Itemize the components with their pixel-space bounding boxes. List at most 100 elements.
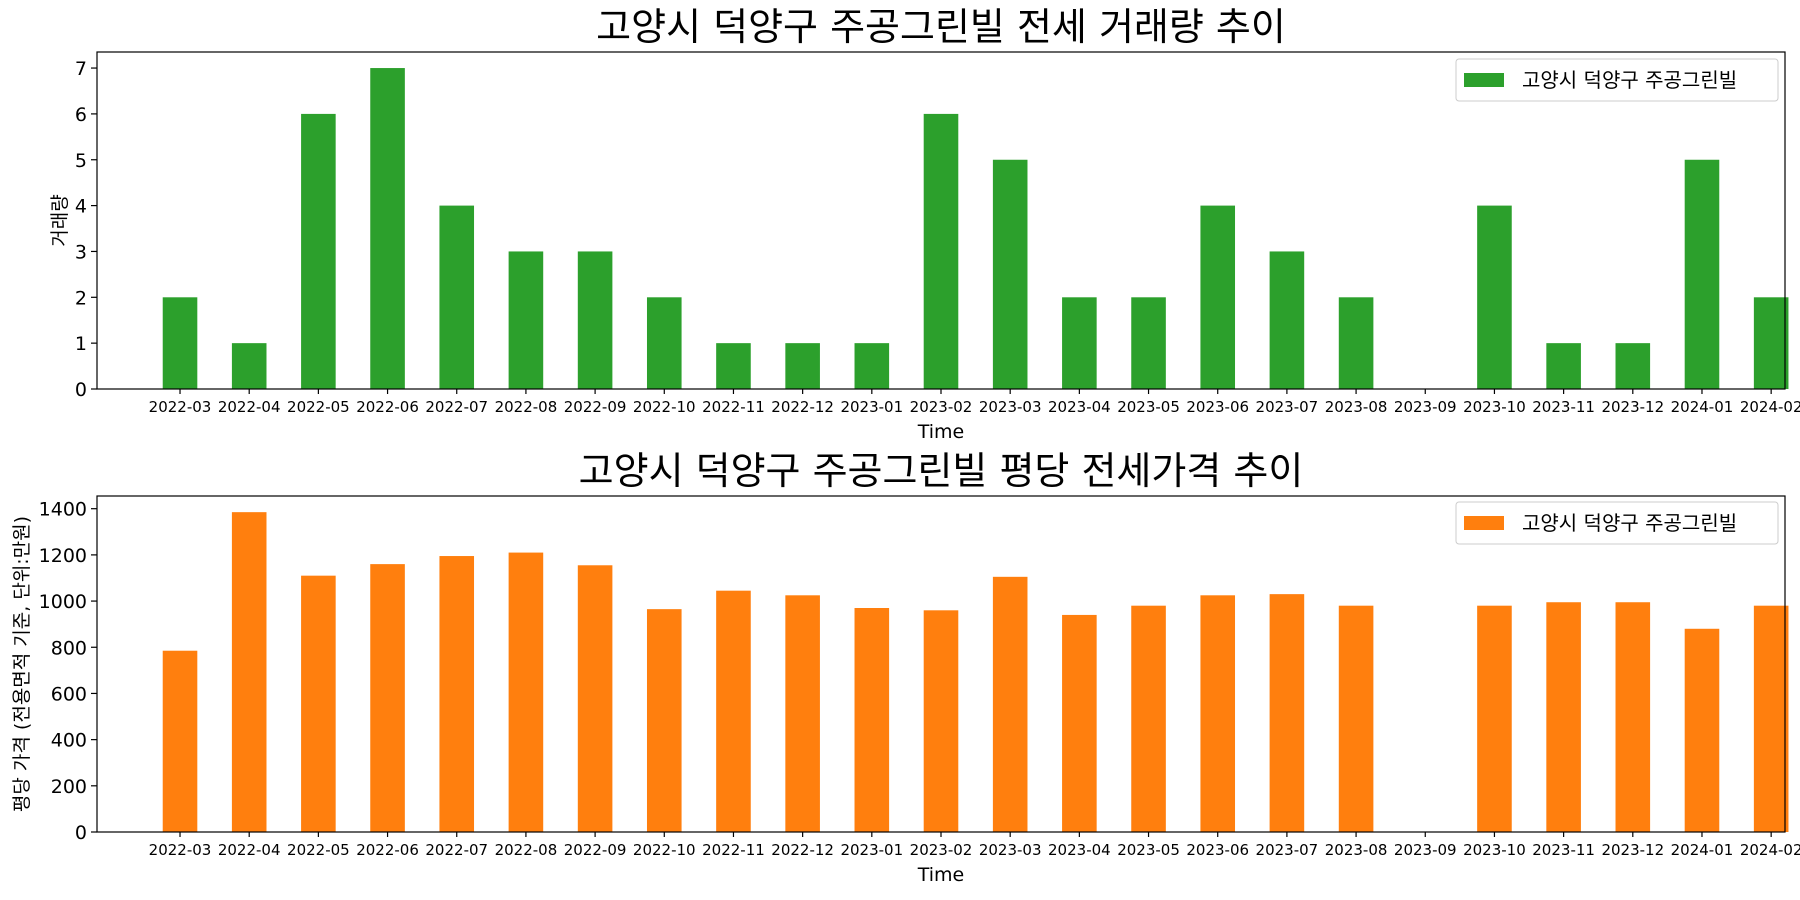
price-chart-legend-swatch xyxy=(1464,516,1504,530)
volume-chart-xtick-label: 2023-10 xyxy=(1463,398,1526,416)
price-chart-ylabel: 평당 가격 (전용면적 기준, 단위:만원) xyxy=(11,516,33,812)
price-chart-bar-2023-03 xyxy=(992,576,1028,832)
price-chart-xtick-label: 2022-06 xyxy=(356,841,419,859)
volume-chart-bar-2022-06 xyxy=(370,68,405,390)
volume-chart-bar-2023-06 xyxy=(1200,205,1236,389)
volume-chart-ytick-label: 3 xyxy=(75,241,87,263)
price-chart-legend-label: 고양시 덕양구 주공그린빌 xyxy=(1522,511,1737,535)
volume-chart-bar-2023-07 xyxy=(1269,251,1305,389)
price-chart-bar-2023-12 xyxy=(1615,602,1651,832)
price-chart-bar-2023-02 xyxy=(923,610,959,832)
price-chart-plot: 2022-03 2022-04 2022-05 2022-06 2022-07 2022-… xyxy=(39,499,1800,859)
price-chart-ytick-label: 0 xyxy=(75,822,87,844)
price-chart-bar-2022-03 xyxy=(162,650,198,832)
price-chart-ytick-label: 800 xyxy=(51,637,87,659)
price-chart-title: 고양시 덕양구 주공그린빌 평당 전세가격 추이 xyxy=(579,449,1304,493)
price-chart-bar-2023-05 xyxy=(1131,605,1166,832)
price-chart-bar-2024-02 xyxy=(1753,605,1789,832)
volume-chart-bar-2022-09 xyxy=(577,251,613,389)
volume-chart-bar-2023-08 xyxy=(1338,297,1374,389)
volume-chart-xtick-label: 2023-11 xyxy=(1532,398,1595,416)
volume-chart-bar-2022-03 xyxy=(162,297,198,389)
volume-chart-bar-2023-04 xyxy=(1062,297,1097,389)
price-chart-ytick-label: 600 xyxy=(51,683,87,705)
price-chart-xtick-label: 2022-05 xyxy=(287,841,350,859)
price-chart-legend: 고양시 덕양구 주공그린빌 xyxy=(1455,501,1779,545)
price-chart-bar-2022-09 xyxy=(577,565,613,832)
volume-chart-xtick-label: 2023-08 xyxy=(1325,398,1388,416)
volume-chart-ytick-label: 2 xyxy=(75,287,87,309)
volume-chart-xtick-label: 2023-02 xyxy=(910,398,973,416)
volume-chart-ytick-label: 0 xyxy=(75,379,87,401)
volume-chart-xtick-label: 2022-10 xyxy=(633,398,696,416)
price-chart-bar-2023-01 xyxy=(854,608,890,832)
volume-chart-ytick-label: 7 xyxy=(75,58,87,80)
volume-chart-xtick-label: 2023-03 xyxy=(979,398,1042,416)
volume-chart-xtick-label: 2022-06 xyxy=(356,398,419,416)
price-chart-xtick-label: 2022-12 xyxy=(771,841,834,859)
price-chart-bar-2022-08 xyxy=(508,552,544,832)
price-chart-bar-2023-10 xyxy=(1477,605,1512,832)
volume-chart-ylabel: 거래량 xyxy=(49,194,71,246)
volume-chart-legend-label: 고양시 덕양구 주공그린빌 xyxy=(1522,68,1737,92)
price-chart-xtick-label: 2023-12 xyxy=(1601,841,1664,859)
price-chart-xtick-label: 2023-02 xyxy=(910,841,973,859)
volume-chart-bar-2022-11 xyxy=(716,343,751,389)
price-chart-xtick-label: 2022-10 xyxy=(633,841,696,859)
volume-chart-plot: 2022-03 2022-04 2022-05 2022-06 2022-07 2022-… xyxy=(75,58,1800,416)
price-chart-bar-2023-07 xyxy=(1269,594,1305,832)
volume-chart-bar-2023-01 xyxy=(854,343,890,389)
volume-chart-bar-2022-12 xyxy=(785,343,820,389)
price-chart-xtick-label: 2022-03 xyxy=(149,841,212,859)
volume-chart-bar-2023-03 xyxy=(992,159,1028,389)
volume-chart-xtick-label: 2024-01 xyxy=(1671,398,1734,416)
price-chart-xtick-label: 2023-03 xyxy=(979,841,1042,859)
price-chart-xtick-label: 2022-09 xyxy=(564,841,627,859)
volume-chart-xtick-label: 2023-01 xyxy=(840,398,903,416)
price-chart-ytick-label: 1400 xyxy=(39,499,87,521)
price-chart-xlabel: Time xyxy=(917,864,965,886)
price-chart-xtick-label: 2023-08 xyxy=(1325,841,1388,859)
volume-chart-xtick-label: 2023-07 xyxy=(1256,398,1319,416)
price-chart-bar-2023-11 xyxy=(1546,602,1581,832)
volume-chart-title: 고양시 덕양구 주공그린빌 전세 거래량 추이 xyxy=(596,5,1286,49)
volume-chart-ytick-label: 4 xyxy=(75,196,87,218)
price-chart-xtick-label: 2023-06 xyxy=(1186,841,1249,859)
volume-chart-bar-2024-02 xyxy=(1753,297,1789,389)
volume-chart-xtick-label: 2024-02 xyxy=(1740,398,1800,416)
price-chart-xtick-label: 2022-04 xyxy=(218,841,281,859)
volume-chart-bar-2022-10 xyxy=(646,297,682,389)
price-chart-xtick-label: 2023-05 xyxy=(1117,841,1180,859)
price-chart: 고양시 덕양구 주공그린빌 평당 전세가격 추이 2022-03 2022-04 2… xyxy=(11,449,1800,886)
price-chart-xtick-label: 2023-10 xyxy=(1463,841,1526,859)
price-chart-xtick-label: 2024-02 xyxy=(1740,841,1800,859)
price-chart-xtick-label: 2022-08 xyxy=(495,841,558,859)
volume-chart-legend-swatch xyxy=(1464,73,1504,87)
price-chart-xtick-label: 2023-07 xyxy=(1256,841,1319,859)
volume-chart-bar-2023-11 xyxy=(1546,343,1581,389)
price-chart-bar-2022-12 xyxy=(785,595,820,832)
volume-chart-bar-2022-08 xyxy=(508,251,544,389)
volume-chart-bar-2023-05 xyxy=(1131,297,1166,389)
price-chart-legend-frame xyxy=(1455,501,1779,545)
price-chart-ytick-label: 400 xyxy=(51,730,87,752)
volume-chart-ytick-label: 1 xyxy=(75,333,87,355)
volume-chart-xtick-label: 2023-04 xyxy=(1048,398,1111,416)
price-chart-frame xyxy=(96,495,1786,833)
price-chart-bar-2023-04 xyxy=(1062,614,1097,832)
volume-chart-xtick-label: 2022-08 xyxy=(495,398,558,416)
volume-chart-xtick-label: 2022-05 xyxy=(287,398,350,416)
volume-chart-bar-2022-04 xyxy=(231,343,267,389)
volume-chart-ytick-label: 5 xyxy=(75,150,87,172)
volume-chart-bar-2023-10 xyxy=(1477,205,1512,389)
volume-chart-xtick-label: 2023-06 xyxy=(1186,398,1249,416)
price-chart-xtick-label: 2023-11 xyxy=(1532,841,1595,859)
volume-chart-xtick-label: 2023-12 xyxy=(1601,398,1664,416)
volume-chart-xlabel: Time xyxy=(917,421,965,443)
volume-chart-xtick-label: 2023-09 xyxy=(1394,398,1457,416)
volume-chart-legend: 고양시 덕양구 주공그린빌 xyxy=(1455,58,1779,102)
price-chart-bar-2023-06 xyxy=(1200,595,1236,832)
price-chart-bar-2022-10 xyxy=(646,609,682,832)
volume-chart-xtick-label: 2022-12 xyxy=(771,398,834,416)
